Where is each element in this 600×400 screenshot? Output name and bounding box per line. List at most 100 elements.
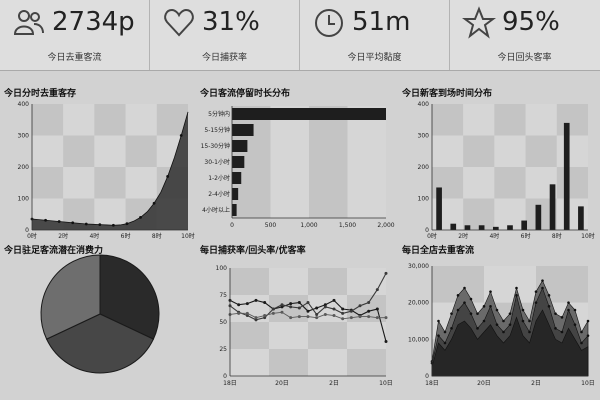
grid-cell <box>556 135 588 167</box>
chart-title-daily-visitors: 每日全店去重客流 <box>402 246 475 256</box>
new-arrivals-chart: 0 100 200 300 400 0时 2时 4时 6时 8时 10时 <box>418 101 595 240</box>
grid-cell <box>230 322 269 349</box>
tick-label: 10时 <box>581 232 595 240</box>
data-point <box>306 315 310 319</box>
grid-cell <box>125 135 157 167</box>
chart-title-hourly-visitors: 今日分时去重客存 <box>4 89 77 99</box>
bar <box>478 225 485 230</box>
grid-cell <box>269 322 308 349</box>
data-point <box>437 319 440 323</box>
bar <box>549 184 556 230</box>
data-point <box>367 315 371 319</box>
data-point <box>375 316 379 320</box>
category-label: 1-2小时 <box>208 174 230 182</box>
data-point <box>254 316 258 320</box>
data-point <box>358 315 362 319</box>
grid-cell <box>32 135 64 167</box>
tick-label: 0 <box>25 227 29 234</box>
data-point <box>463 286 466 290</box>
data-point <box>125 222 129 226</box>
data-point <box>139 216 142 219</box>
data-point <box>502 319 505 323</box>
grid-cell <box>347 268 386 295</box>
grid-cell <box>63 104 95 136</box>
data-point <box>586 319 590 323</box>
data-point <box>332 314 336 318</box>
chart-title-dwell-time: 今日客流停留时长分布 <box>200 89 291 99</box>
data-point <box>580 330 583 334</box>
category-label: 4小时以上 <box>202 206 230 214</box>
data-point <box>521 308 525 312</box>
kpi-value: 95% <box>502 7 560 37</box>
chart-title-spending-power: 今日驻足客流潜在消费力 <box>4 246 104 256</box>
data-point <box>567 301 570 304</box>
grid-cell <box>230 349 269 376</box>
data-point <box>280 310 284 314</box>
tick-label: 10日 <box>581 380 595 387</box>
data-point <box>237 303 241 307</box>
data-point <box>57 220 61 223</box>
data-point <box>476 312 479 315</box>
data-point <box>280 303 284 307</box>
data-point <box>560 316 564 319</box>
data-point <box>502 330 505 334</box>
data-point <box>289 305 293 309</box>
clock-icon <box>315 9 343 37</box>
tick-label: 0 <box>425 227 429 234</box>
data-point <box>456 308 460 312</box>
grid-cell <box>230 295 269 322</box>
kpi-label: 今日去重客流 <box>47 53 102 63</box>
data-point <box>450 327 453 330</box>
data-point <box>332 298 336 302</box>
bar <box>535 204 542 230</box>
star-icon <box>462 6 496 39</box>
heart-icon <box>164 8 194 37</box>
data-point <box>495 323 499 326</box>
bar <box>521 220 528 230</box>
data-point <box>515 286 518 290</box>
data-point <box>469 312 473 315</box>
grid-cell <box>347 322 386 349</box>
tick-label: 18日 <box>223 380 237 387</box>
data-point <box>375 288 379 292</box>
data-point <box>573 308 577 312</box>
tick-label: 8时 <box>152 232 162 240</box>
grid-cell <box>556 167 588 199</box>
tick-label: 200 <box>18 164 30 171</box>
bar <box>232 204 237 216</box>
bar <box>232 156 245 168</box>
data-point <box>384 271 388 275</box>
data-point <box>443 330 447 334</box>
kpi-bar: 2734p 今日去重客流 31% 今日捕获率 51m 今日平均黏度 95% 今日… <box>0 0 600 71</box>
tick-label: 4时 <box>89 232 99 240</box>
grid-cell <box>309 106 348 218</box>
pie-slice <box>99 254 160 340</box>
category-label: 5-15分钟 <box>204 126 230 134</box>
data-point <box>554 312 557 315</box>
tick-label: 6时 <box>121 232 131 240</box>
data-point <box>528 319 531 323</box>
grid-cell <box>308 349 347 376</box>
grid-cell <box>347 349 386 376</box>
bar <box>507 225 513 230</box>
grid-cell <box>269 268 308 295</box>
pie-slice <box>40 254 101 340</box>
tick-label: 500 <box>265 222 277 229</box>
data-point <box>289 316 293 320</box>
data-point <box>567 308 570 312</box>
grid-cell <box>432 104 464 136</box>
data-point <box>573 323 577 326</box>
data-point <box>469 297 473 301</box>
grid-cell <box>125 167 157 199</box>
data-point <box>482 305 486 308</box>
data-point <box>245 314 249 318</box>
bar <box>436 187 442 230</box>
series-area <box>32 111 188 230</box>
tick-label: 10,000 <box>408 336 429 343</box>
data-point <box>349 316 353 320</box>
grid-cell <box>556 104 588 136</box>
category-label: 5分钟内 <box>208 110 230 118</box>
grid-cell <box>494 167 526 199</box>
data-point <box>71 221 75 225</box>
data-point <box>306 301 310 305</box>
